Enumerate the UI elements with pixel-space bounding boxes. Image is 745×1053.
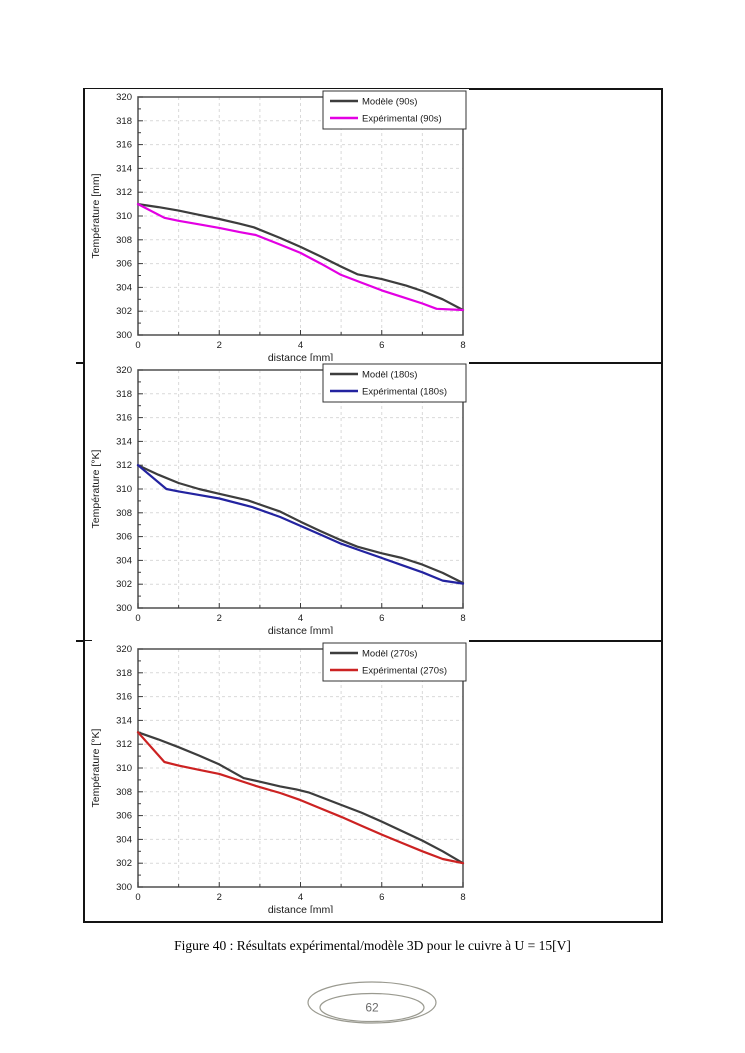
x-axis-label: distance [mm] [268,904,333,913]
y-tick-label: 312 [116,739,132,750]
y-tick-label: 302 [116,579,132,590]
x-tick-label: 0 [135,613,140,624]
series-line [136,731,465,865]
figure-caption: Figure 40 : Résultats expérimental/modèl… [174,938,571,953]
x-axis-label: distance [mm] [268,625,333,634]
legend-label: Expérimental (270s) [362,666,447,677]
x-tick-label: 4 [298,892,303,903]
y-tick-label: 306 [116,532,132,543]
x-tick-label: 4 [298,613,303,624]
series-line [136,202,465,312]
legend-label: Modèl (180s) [362,370,417,381]
y-tick-label: 300 [116,330,132,341]
y-axis-label: Température [°K] [90,449,102,528]
chart-270s: 0 2 4 6 8 300 302 304 306 308 310 312 314 316 318 320 di… [85,641,469,913]
x-tick-label: 2 [217,340,222,351]
legend-label: Modèle (90s) [362,97,417,108]
page-number: 62 [365,1001,379,1015]
legend-box [322,90,467,130]
y-tick-label: 304 [116,282,132,293]
y-tick-label: 312 [116,460,132,471]
y-tick-label: 302 [116,858,132,869]
chart-180s: 0 2 4 6 8 300 302 304 306 308 310 312 314 316 318 320 di… [85,362,469,634]
y-tick-label: 316 [116,140,132,151]
y-tick-label: 318 [116,389,132,400]
y-tick-label: 312 [116,187,132,198]
x-tick-label: 6 [379,340,384,351]
x-tick-label: 6 [379,613,384,624]
x-axis-label: distance [mm] [268,352,333,361]
row-divider [469,640,663,642]
y-tick-label: 306 [116,811,132,822]
y-tick-label: 318 [116,668,132,679]
y-tick-label: 320 [116,92,132,103]
x-tick-label: 0 [135,340,140,351]
series-line [136,202,465,312]
x-tick-label: 8 [460,613,465,624]
row-divider-dash [76,640,92,642]
x-tick-label: 8 [460,340,465,351]
y-tick-label: 310 [116,211,132,222]
series-line [136,731,465,865]
page-badge-outer-ellipse [307,981,437,1024]
legend-label: Modèl (270s) [362,649,417,660]
chart-90s: 0 2 4 6 8 300 302 304 306 308 310 312 314 316 318 320 di… [85,89,469,361]
y-tick-label: 318 [116,116,132,127]
y-tick-label: 316 [116,692,132,703]
x-tick-label: 4 [298,340,303,351]
x-tick-label: 0 [135,892,140,903]
x-tick-label: 8 [460,892,465,903]
legend-box [322,363,467,403]
y-tick-label: 320 [116,644,132,655]
y-tick-label: 316 [116,413,132,424]
chart-canvas: 0 2 4 6 8 300 302 304 306 308 310 312 314 316 318 320 di… [90,90,467,361]
y-tick-label: 314 [116,715,132,726]
page-number-badge: 62 [307,981,437,1024]
y-tick-label: 300 [116,882,132,893]
chart-canvas: 0 2 4 6 8 300 302 304 306 308 310 312 314 316 318 320 di… [90,642,467,913]
y-axis-label: Température [°K] [90,728,102,807]
y-tick-label: 308 [116,235,132,246]
x-tick-label: 6 [379,892,384,903]
x-tick-label: 2 [217,892,222,903]
y-tick-label: 314 [116,436,132,447]
chart-canvas: 0 2 4 6 8 300 302 304 306 308 310 312 314 316 318 320 di… [90,363,467,634]
row-divider [469,362,663,364]
x-tick-label: 2 [217,613,222,624]
y-axis-label: Température [mm] [90,173,102,258]
legend-label: Expérimental (90s) [362,114,442,125]
legend-box [322,642,467,682]
y-tick-label: 300 [116,603,132,614]
y-tick-label: 302 [116,306,132,317]
y-tick-label: 304 [116,555,132,566]
y-tick-label: 320 [116,365,132,376]
series-line [136,464,465,585]
y-tick-label: 306 [116,259,132,270]
y-tick-label: 314 [116,163,132,174]
y-tick-label: 308 [116,787,132,798]
legend-label: Expérimental (180s) [362,387,447,398]
row-divider-dash [76,362,92,364]
y-tick-label: 304 [116,834,132,845]
y-tick-label: 310 [116,484,132,495]
series-line [136,464,465,585]
page-badge-inner-ellipse [319,992,425,1023]
y-tick-label: 308 [116,508,132,519]
y-tick-label: 310 [116,763,132,774]
